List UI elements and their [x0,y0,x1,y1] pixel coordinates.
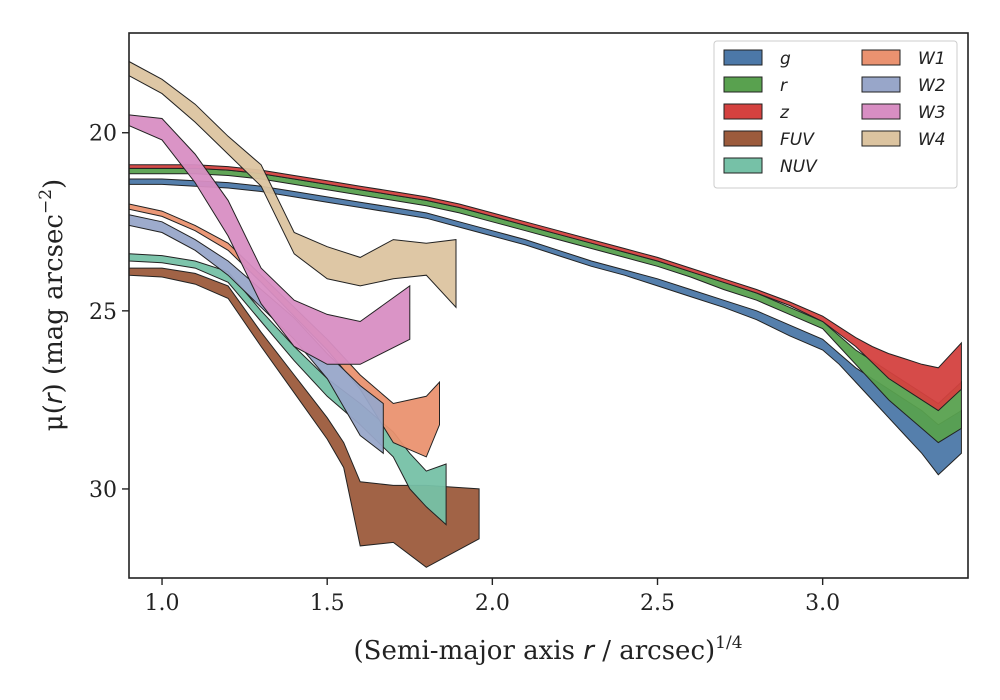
legend-label-z: z [779,103,790,123]
x-tick-label: 3.0 [805,591,840,616]
band-w3 [129,114,411,365]
x-axis-ticks: 1.0 1.5 2.0 2.5 3.0 [145,578,840,616]
y-axis-ticks: 20 25 30 [89,122,129,503]
legend-label-w2: W2 [918,76,946,96]
legend-label-fuv: FUV [780,130,815,150]
y-tick-label: 25 [89,300,117,325]
legend: grz FUV NUV W1 W2 W3 W4 [713,40,958,189]
legend-swatch-w4 [861,130,901,147]
plot-frame [128,32,969,579]
band-z [129,164,962,412]
legend-swatch-fuv [723,130,763,147]
legend-swatch-g [723,49,763,66]
legend-swatch-r [723,76,763,93]
legend-label-w1: W1 [918,49,946,69]
band-nuv [129,253,447,526]
y-tick-label: 20 [89,122,117,147]
legend-label-r: r [780,76,788,96]
legend-label-g: g [780,49,791,69]
x-tick-label: 1.0 [145,591,180,616]
legend-swatch-w3 [861,103,901,120]
band-g [129,178,962,476]
x-axis-title: (Semi-major axis r / arcsec)1/4 [353,633,742,666]
y-axis-title: μ(r) (mag arcsec−2) [36,179,69,431]
legend-swatch-z [723,103,763,120]
legend-label-w4: W4 [918,130,946,150]
band-w2 [129,214,384,455]
legend-swatch-nuv [723,157,763,174]
bands-layer [129,60,962,568]
x-tick-label: 1.5 [310,591,345,616]
y-tick-label: 30 [89,478,117,503]
legend-label-w3: W3 [918,103,946,123]
legend-swatch-w2 [861,76,901,93]
band-w4 [129,60,457,309]
x-tick-label: 2.5 [640,591,675,616]
x-tick-label: 2.0 [475,591,510,616]
legend-label-nuv: NUV [780,157,818,177]
legend-swatch-w1 [861,49,901,66]
band-fuv [129,267,480,568]
